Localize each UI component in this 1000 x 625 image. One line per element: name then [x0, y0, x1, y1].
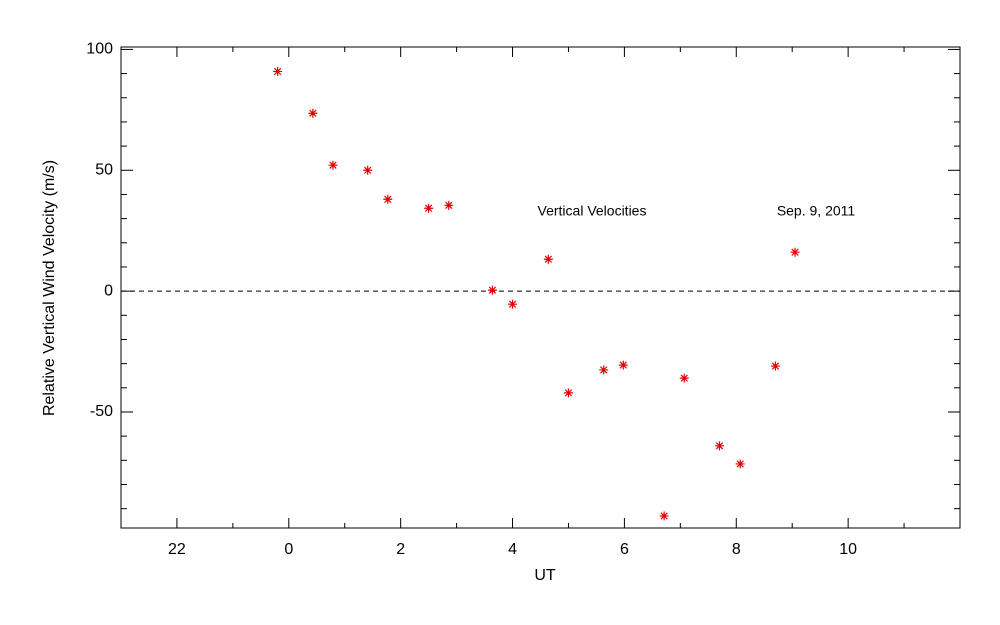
data-point: [424, 203, 434, 213]
y-tick-label: 0: [104, 282, 113, 299]
x-tick-label: 10: [839, 541, 857, 558]
y-tick-label: 50: [95, 161, 113, 178]
data-point: [679, 373, 689, 383]
data-point: [770, 361, 780, 371]
data-point: [383, 194, 393, 204]
x-tick-label: 6: [620, 541, 629, 558]
y-tick-label: -50: [90, 403, 113, 420]
y-axis-label: Relative Vertical Wind Velocity (m/s): [41, 160, 58, 416]
data-point: [273, 66, 283, 76]
data-point: [735, 459, 745, 469]
data-point: [599, 365, 609, 375]
data-point: [543, 254, 553, 264]
annotation: Sep. 9, 2011: [777, 203, 856, 219]
plot-frame: [120, 46, 961, 529]
x-tick-label: 0: [284, 541, 293, 558]
data-point: [444, 200, 454, 210]
x-tick-label: 22: [168, 541, 186, 558]
data-point: [508, 299, 518, 309]
x-tick-label: 8: [732, 541, 741, 558]
data-point: [659, 511, 669, 521]
y-tick-label: 100: [86, 41, 113, 58]
data-point: [308, 108, 318, 118]
data-point: [328, 160, 338, 170]
x-tick-label: 2: [396, 541, 405, 558]
data-point: [487, 285, 497, 295]
data-point: [563, 388, 573, 398]
data-point: [790, 247, 800, 257]
annotation: Vertical Velocities: [538, 203, 647, 219]
data-point: [363, 165, 373, 175]
data-point: [714, 441, 724, 451]
data-point: [618, 360, 628, 370]
x-axis-label: UT: [534, 567, 556, 584]
x-tick-label: 4: [508, 541, 517, 558]
